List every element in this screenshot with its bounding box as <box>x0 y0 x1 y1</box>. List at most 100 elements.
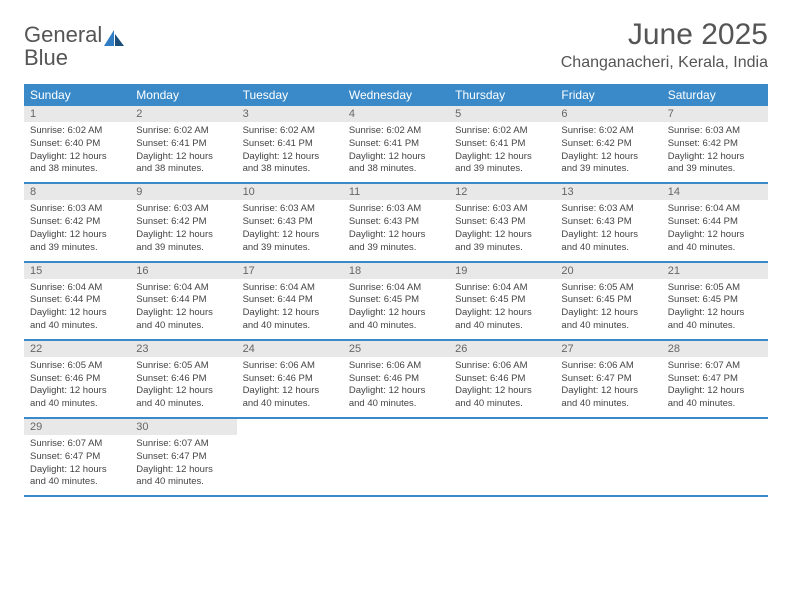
sunrise-text: Sunrise: 6:02 AM <box>455 125 549 138</box>
day-number <box>662 419 768 435</box>
sunrise-text: Sunrise: 6:04 AM <box>243 282 337 295</box>
sunrise-text: Sunrise: 6:02 AM <box>136 125 230 138</box>
sunrise-text: Sunrise: 6:03 AM <box>561 203 655 216</box>
day-number: 7 <box>662 106 768 122</box>
sunset-text: Sunset: 6:42 PM <box>136 216 230 229</box>
calendar-week: 2930Sunrise: 6:07 AMSunset: 6:47 PMDayli… <box>24 419 768 497</box>
daylight-text: Daylight: 12 hours and 40 minutes. <box>349 385 443 411</box>
day-cell: Sunrise: 6:04 AMSunset: 6:44 PMDaylight:… <box>237 279 343 339</box>
sunset-text: Sunset: 6:43 PM <box>561 216 655 229</box>
logo-sail-icon <box>104 30 124 46</box>
sunrise-text: Sunrise: 6:03 AM <box>349 203 443 216</box>
daylight-text: Daylight: 12 hours and 40 minutes. <box>136 385 230 411</box>
day-cell: Sunrise: 6:03 AMSunset: 6:42 PMDaylight:… <box>24 200 130 260</box>
daylight-text: Daylight: 12 hours and 40 minutes. <box>30 307 124 333</box>
sunset-text: Sunset: 6:47 PM <box>30 451 124 464</box>
sunrise-text: Sunrise: 6:03 AM <box>668 125 762 138</box>
day-cell: Sunrise: 6:03 AMSunset: 6:42 PMDaylight:… <box>662 122 768 182</box>
day-cell: Sunrise: 6:05 AMSunset: 6:46 PMDaylight:… <box>24 357 130 417</box>
daylight-text: Daylight: 12 hours and 39 minutes. <box>668 151 762 177</box>
sunrise-text: Sunrise: 6:04 AM <box>30 282 124 295</box>
calendar-week: 1234567Sunrise: 6:02 AMSunset: 6:40 PMDa… <box>24 106 768 184</box>
sunrise-text: Sunrise: 6:03 AM <box>136 203 230 216</box>
daylight-text: Daylight: 12 hours and 40 minutes. <box>668 229 762 255</box>
day-number: 26 <box>449 341 555 357</box>
daylight-text: Daylight: 12 hours and 39 minutes. <box>243 229 337 255</box>
sunset-text: Sunset: 6:45 PM <box>561 294 655 307</box>
day-number: 28 <box>662 341 768 357</box>
daylight-text: Daylight: 12 hours and 40 minutes. <box>455 307 549 333</box>
day-number: 9 <box>130 184 236 200</box>
day-number <box>555 419 661 435</box>
day-cell <box>449 435 555 495</box>
day-cell: Sunrise: 6:04 AMSunset: 6:44 PMDaylight:… <box>130 279 236 339</box>
day-number: 13 <box>555 184 661 200</box>
day-number: 29 <box>24 419 130 435</box>
sunset-text: Sunset: 6:42 PM <box>668 138 762 151</box>
day-number: 14 <box>662 184 768 200</box>
sunset-text: Sunset: 6:45 PM <box>455 294 549 307</box>
sunset-text: Sunset: 6:43 PM <box>455 216 549 229</box>
sunset-text: Sunset: 6:42 PM <box>561 138 655 151</box>
daylight-text: Daylight: 12 hours and 40 minutes. <box>30 464 124 490</box>
sunset-text: Sunset: 6:45 PM <box>349 294 443 307</box>
day-number: 24 <box>237 341 343 357</box>
sunrise-text: Sunrise: 6:07 AM <box>136 438 230 451</box>
sunrise-text: Sunrise: 6:07 AM <box>668 360 762 373</box>
daylight-text: Daylight: 12 hours and 40 minutes. <box>561 385 655 411</box>
sunset-text: Sunset: 6:46 PM <box>243 373 337 386</box>
day-cell: Sunrise: 6:03 AMSunset: 6:43 PMDaylight:… <box>343 200 449 260</box>
day-number: 10 <box>237 184 343 200</box>
daylight-text: Daylight: 12 hours and 40 minutes. <box>561 307 655 333</box>
day-cell: Sunrise: 6:06 AMSunset: 6:46 PMDaylight:… <box>237 357 343 417</box>
day-number: 5 <box>449 106 555 122</box>
sunset-text: Sunset: 6:47 PM <box>561 373 655 386</box>
daylight-text: Daylight: 12 hours and 40 minutes. <box>243 385 337 411</box>
sunrise-text: Sunrise: 6:04 AM <box>668 203 762 216</box>
day-cell: Sunrise: 6:02 AMSunset: 6:42 PMDaylight:… <box>555 122 661 182</box>
day-cell: Sunrise: 6:02 AMSunset: 6:40 PMDaylight:… <box>24 122 130 182</box>
day-number <box>449 419 555 435</box>
day-cell: Sunrise: 6:04 AMSunset: 6:45 PMDaylight:… <box>343 279 449 339</box>
sunrise-text: Sunrise: 6:05 AM <box>561 282 655 295</box>
day-number: 30 <box>130 419 236 435</box>
daylight-text: Daylight: 12 hours and 40 minutes. <box>668 385 762 411</box>
month-title: June 2025 <box>561 18 768 52</box>
sunrise-text: Sunrise: 6:05 AM <box>668 282 762 295</box>
sunrise-text: Sunrise: 6:04 AM <box>455 282 549 295</box>
daylight-text: Daylight: 12 hours and 39 minutes. <box>349 229 443 255</box>
day-cell: Sunrise: 6:04 AMSunset: 6:45 PMDaylight:… <box>449 279 555 339</box>
weekday-header: Friday <box>555 84 661 106</box>
logo-text-part1: General <box>24 22 102 47</box>
daylight-text: Daylight: 12 hours and 39 minutes. <box>455 151 549 177</box>
day-cell: Sunrise: 6:07 AMSunset: 6:47 PMDaylight:… <box>24 435 130 495</box>
day-number: 27 <box>555 341 661 357</box>
day-cell: Sunrise: 6:04 AMSunset: 6:44 PMDaylight:… <box>662 200 768 260</box>
daylight-text: Daylight: 12 hours and 40 minutes. <box>136 307 230 333</box>
daylight-text: Daylight: 12 hours and 40 minutes. <box>561 229 655 255</box>
daylight-text: Daylight: 12 hours and 39 minutes. <box>30 229 124 255</box>
day-number: 6 <box>555 106 661 122</box>
sunrise-text: Sunrise: 6:02 AM <box>30 125 124 138</box>
daylight-text: Daylight: 12 hours and 40 minutes. <box>136 464 230 490</box>
sunrise-text: Sunrise: 6:06 AM <box>243 360 337 373</box>
sunset-text: Sunset: 6:46 PM <box>30 373 124 386</box>
day-number: 2 <box>130 106 236 122</box>
sunset-text: Sunset: 6:46 PM <box>136 373 230 386</box>
day-cell: Sunrise: 6:05 AMSunset: 6:45 PMDaylight:… <box>555 279 661 339</box>
sunset-text: Sunset: 6:47 PM <box>136 451 230 464</box>
day-number: 15 <box>24 263 130 279</box>
day-cell: Sunrise: 6:05 AMSunset: 6:46 PMDaylight:… <box>130 357 236 417</box>
day-number: 17 <box>237 263 343 279</box>
daylight-text: Daylight: 12 hours and 40 minutes. <box>30 385 124 411</box>
day-number: 12 <box>449 184 555 200</box>
day-cell: Sunrise: 6:02 AMSunset: 6:41 PMDaylight:… <box>343 122 449 182</box>
weeks-container: 12 34567 Sunrise: 6:02 AMSunset: 6:40 PMDa… <box>24 106 768 497</box>
day-cell: Sunrise: 6:05 AMSunset: 6:45 PMDaylight:… <box>662 279 768 339</box>
day-cell <box>662 435 768 495</box>
day-number: 3 <box>237 106 343 122</box>
sunset-text: Sunset: 6:42 PM <box>30 216 124 229</box>
day-cell: Sunrise: 6:02 AMSunset: 6:41 PMDaylight:… <box>130 122 236 182</box>
weekday-header: Saturday <box>662 84 768 106</box>
day-number: 4 <box>343 106 449 122</box>
